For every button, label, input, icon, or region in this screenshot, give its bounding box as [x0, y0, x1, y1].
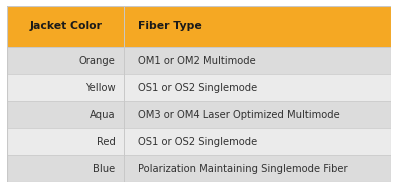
Text: OM3 or OM4 Laser Optimized Multimode: OM3 or OM4 Laser Optimized Multimode [138, 110, 339, 120]
Text: Orange: Orange [79, 56, 116, 66]
Text: Yellow: Yellow [85, 83, 116, 93]
Bar [7, 6, 124, 47]
Text: Jacket Color: Jacket Color [29, 21, 102, 31]
Bar [7, 74, 124, 101]
Bar [124, 101, 391, 128]
Text: OM1 or OM2 Multimode: OM1 or OM2 Multimode [138, 56, 256, 66]
Text: OS1 or OS2 Singlemode: OS1 or OS2 Singlemode [138, 83, 257, 93]
Bar [124, 74, 391, 101]
Text: Red: Red [97, 137, 116, 147]
Text: Fiber Type: Fiber Type [138, 21, 201, 31]
Bar [7, 47, 124, 74]
Bar [124, 128, 391, 155]
Bar [124, 47, 391, 74]
Text: OS1 or OS2 Singlemode: OS1 or OS2 Singlemode [138, 137, 257, 147]
Bar [124, 155, 391, 182]
Text: Aqua: Aqua [90, 110, 116, 120]
Bar [7, 155, 124, 182]
Bar [124, 6, 391, 47]
Bar [7, 128, 124, 155]
Text: Polarization Maintaining Singlemode Fiber: Polarization Maintaining Singlemode Fibe… [138, 164, 347, 174]
Text: Blue: Blue [94, 164, 116, 174]
Bar [7, 101, 124, 128]
